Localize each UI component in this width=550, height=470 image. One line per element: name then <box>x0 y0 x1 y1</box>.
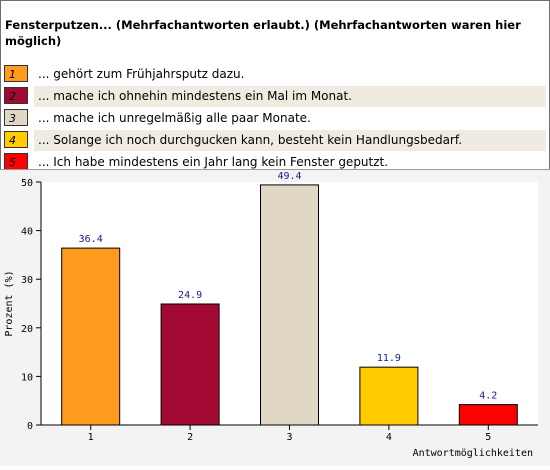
legend-item-3: 3 ... mache ich unregelmäßig alle paar M… <box>4 108 546 129</box>
bar-2 <box>160 303 220 426</box>
legend-item-4: 4 ... Solange ich noch durchgucken kann,… <box>4 130 546 151</box>
legend-label-3: ... mache ich unregelmäßig alle paar Mon… <box>38 111 311 125</box>
x-tick-label-1: 1 <box>88 432 94 443</box>
x-axis-title: Antwortmöglichkeiten <box>413 448 533 459</box>
legend-item-1: 1 ... gehört zum Frühjahrsputz dazu. <box>4 64 546 85</box>
y-tick-label: 40 <box>21 227 33 238</box>
y-tick-label: 0 <box>27 421 33 432</box>
legend-item-2: 2 ... mache ich ohnehin mindestens ein M… <box>4 86 546 107</box>
x-tick-label-5: 5 <box>485 432 491 443</box>
question-title: Fensterputzen... (Mehrfachantworten erla… <box>5 18 521 48</box>
legend-label-1: ... gehört zum Frühjahrsputz dazu. <box>38 67 245 81</box>
legend-swatch-2: 2 <box>4 87 28 104</box>
value-label-5: 4.2 <box>479 391 497 402</box>
y-tick-label: 30 <box>21 275 33 286</box>
legend-swatch-3: 3 <box>4 109 28 126</box>
value-label-2: 24.9 <box>178 290 202 301</box>
y-axis-title: Prozent (%) <box>4 270 15 336</box>
y-tick-label: 10 <box>21 372 33 383</box>
legend-item-5: 5 ... Ich habe mindestens ein Jahr lang … <box>4 152 546 173</box>
value-label-4: 11.9 <box>377 353 401 364</box>
chart-area: 0 10 20 30 40 50 36.4 1 24.9 2 49.4 3 11.9 4 4.2 5 Proze… <box>0 169 550 466</box>
legend-swatch-5: 5 <box>4 153 28 170</box>
legend-swatch-1: 1 <box>4 65 28 82</box>
legend-label-2: ... mache ich ohnehin mindestens ein Mal… <box>34 86 546 107</box>
value-label-3: 49.4 <box>277 171 301 182</box>
legend-label-5: ... Ich habe mindestens ein Jahr lang ke… <box>38 155 389 169</box>
bar-5 <box>458 404 518 426</box>
bar-chart: 0 10 20 30 40 50 36.4 1 24.9 2 49.4 3 11.9 4 4.2 5 Proze… <box>4 171 538 459</box>
bar-1 <box>61 247 121 426</box>
x-tick-label-4: 4 <box>386 432 392 443</box>
x-tick-label-3: 3 <box>286 432 292 443</box>
y-tick-label: 20 <box>21 324 33 335</box>
x-tick-label-2: 2 <box>187 432 193 443</box>
legend-label-4: ... Solange ich noch durchgucken kann, b… <box>34 130 546 151</box>
bar-4 <box>359 366 419 426</box>
answer-legend: 1 ... gehört zum Frühjahrsputz dazu. 2 .… <box>4 64 546 174</box>
legend-swatch-4: 4 <box>4 131 28 148</box>
y-tick-label: 50 <box>21 178 33 189</box>
value-label-1: 36.4 <box>79 234 103 245</box>
bar-3 <box>260 184 319 426</box>
